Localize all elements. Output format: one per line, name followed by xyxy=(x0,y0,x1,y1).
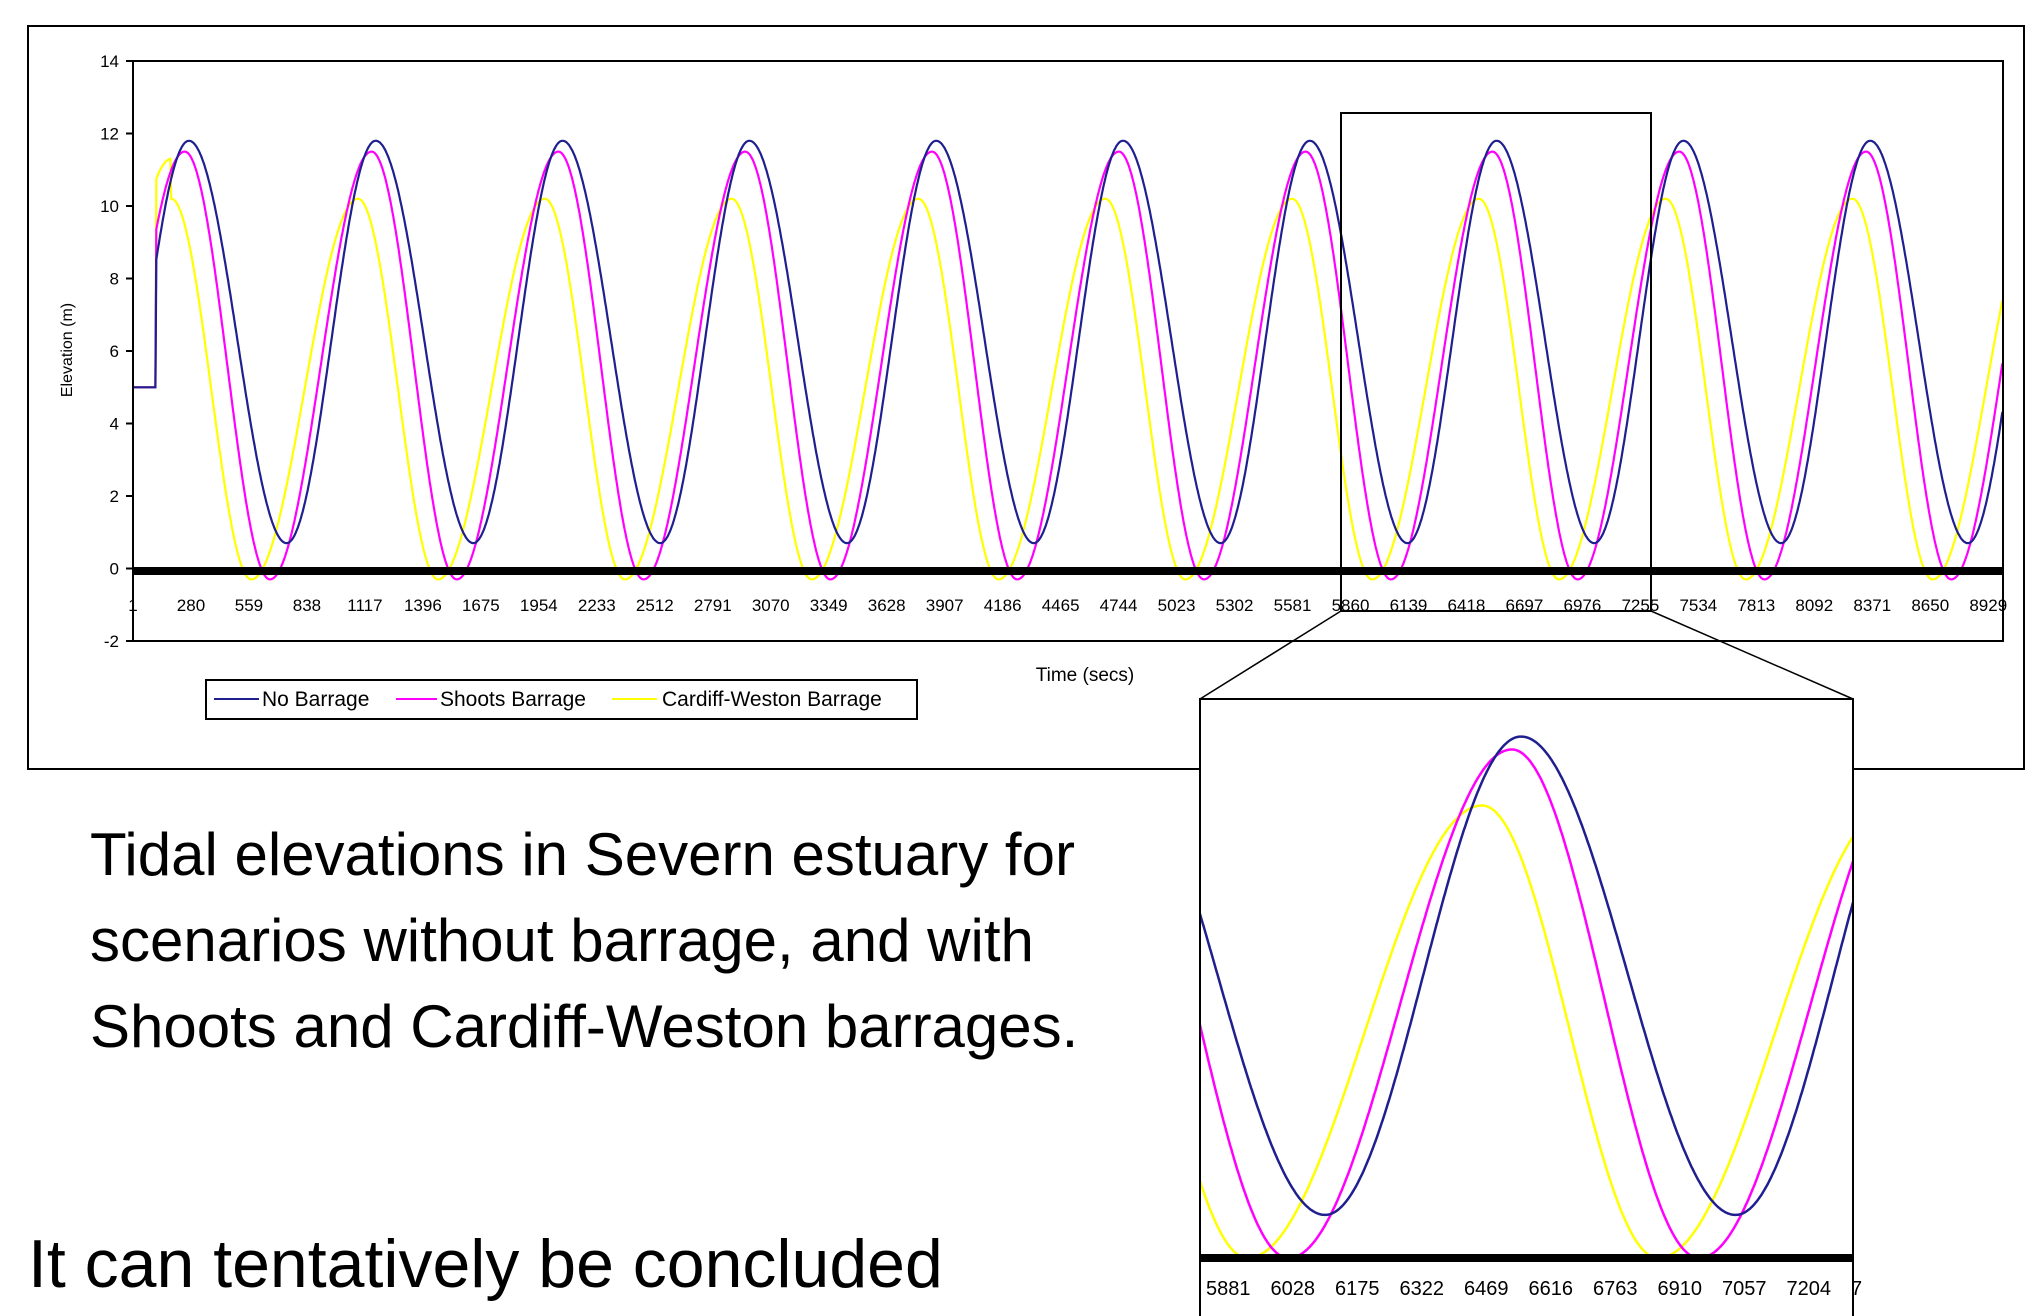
x-tick-label: 3628 xyxy=(868,596,906,615)
x-axis-label: Time (secs) xyxy=(1036,665,1135,686)
zoom-x-tick-label: 6616 xyxy=(1529,1278,1574,1300)
y-tick-label: 4 xyxy=(110,415,119,434)
y-tick-label: 6 xyxy=(110,342,119,361)
caption-line-2: scenarios without barrage, and with xyxy=(90,907,1034,974)
x-tick-label: 6697 xyxy=(1506,596,1544,615)
x-tick-label: 4186 xyxy=(984,596,1022,615)
legend-box xyxy=(205,679,918,720)
legend: No Barrage Shoots Barrage Cardiff-Weston… xyxy=(205,679,918,720)
main-y-axis: 14 12 10 8 6 4 2 0 -2 xyxy=(100,52,133,651)
x-tick-label: 5302 xyxy=(1216,596,1254,615)
caption-line-3: Shoots and Cardiff-Weston barrages. xyxy=(90,993,1079,1060)
zoom-x-axis: 5881 6028 6175 6322 6469 6616 6763 6910 7057 7204… xyxy=(1206,1278,1862,1300)
x-tick-label: 5023 xyxy=(1158,596,1196,615)
x-tick-label: 7534 xyxy=(1679,596,1717,615)
series-line-cardiff-weston-barrage xyxy=(134,157,2002,581)
y-tick-label: 2 xyxy=(110,487,119,506)
x-tick-label: 6418 xyxy=(1448,596,1486,615)
x-tick-label: 8929 xyxy=(1969,596,2007,615)
caption: Tidal elevations in Severn estuary for s… xyxy=(90,812,1150,1070)
zoom-inset-frame xyxy=(1199,698,1854,1316)
caption-line-1: Tidal elevations in Severn estuary for xyxy=(90,821,1075,888)
series-line-shoots-barrage xyxy=(134,150,2002,581)
main-series-group xyxy=(134,139,2002,581)
legend-label-no-barrage: No Barrage xyxy=(262,688,369,711)
x-tick-label: 1117 xyxy=(347,596,382,615)
x-tick-label: 280 xyxy=(177,596,205,615)
zoom-series-line-cardiff-weston-barrage xyxy=(1201,804,1852,1260)
x-tick-label: 2791 xyxy=(694,596,732,615)
y-tick-label: 0 xyxy=(110,560,119,579)
x-tick-label: 8371 xyxy=(1853,596,1891,615)
x-tick-label: 6976 xyxy=(1563,596,1601,615)
x-tick-label: 2512 xyxy=(636,596,674,615)
y-tick-label: 10 xyxy=(100,197,119,216)
conclusion-text: It can tentatively be concluded xyxy=(28,1226,943,1302)
main-chart-frame xyxy=(27,25,2025,770)
zoom-x-tick-label: 6910 xyxy=(1658,1278,1703,1300)
x-tick-label: 3349 xyxy=(810,596,848,615)
y-axis-label: Elevation (m) xyxy=(59,303,76,397)
x-tick-label: 6139 xyxy=(1390,596,1428,615)
zoom-x-tick-label: 7204 xyxy=(1787,1278,1832,1300)
zoom-series-group xyxy=(1201,735,1852,1260)
x-tick-label: 3070 xyxy=(752,596,790,615)
x-tick-label: 1 xyxy=(128,596,137,615)
legend-label-cardiff-weston: Cardiff-Weston Barrage xyxy=(662,688,882,711)
x-tick-label: 7813 xyxy=(1737,596,1775,615)
y-tick-label: -2 xyxy=(104,632,119,651)
zoom-x-tick-label: 6028 xyxy=(1271,1278,1316,1300)
x-tick-label: 559 xyxy=(235,596,263,615)
zoom-series-line-no-barrage xyxy=(1201,735,1852,1217)
y-tick-label: 8 xyxy=(110,270,119,289)
zoom-connector-left xyxy=(1199,610,1342,700)
zoom-x-tick-label: 6322 xyxy=(1400,1278,1445,1300)
zoom-x-tick-label: 6175 xyxy=(1335,1278,1380,1300)
x-tick-label: 8092 xyxy=(1795,596,1833,615)
zoom-x-tick-label: 7057 xyxy=(1722,1278,1767,1300)
x-tick-label: 1675 xyxy=(462,596,500,615)
x-tick-label: 3907 xyxy=(926,596,964,615)
x-tick-label: 8650 xyxy=(1911,596,1949,615)
x-tick-label: 4744 xyxy=(1100,596,1138,615)
zoom-x-tick-label: 6469 xyxy=(1464,1278,1509,1300)
x-tick-label: 2233 xyxy=(578,596,616,615)
x-tick-label: 5581 xyxy=(1274,596,1312,615)
x-tick-label: 5860 xyxy=(1332,596,1370,615)
series-line-no-barrage xyxy=(134,139,2002,545)
zoom-x-tick-label: 6763 xyxy=(1593,1278,1638,1300)
zoom-x-tick-label: 5881 xyxy=(1206,1278,1251,1300)
legend-label-shoots: Shoots Barrage xyxy=(440,688,586,711)
y-tick-label: 14 xyxy=(100,52,119,71)
zoom-series-line-shoots-barrage xyxy=(1201,748,1852,1260)
zoom-selection-rect xyxy=(1340,112,1652,612)
x-tick-label: 838 xyxy=(293,596,321,615)
x-tick-label: 1396 xyxy=(404,596,442,615)
x-tick-label: 1954 xyxy=(520,596,558,615)
zoom-x-tick-label: 7 xyxy=(1851,1278,1862,1300)
zoom-connector-right xyxy=(1650,610,1854,700)
x-tick-label: 4465 xyxy=(1042,596,1080,615)
y-tick-label: 12 xyxy=(100,125,119,144)
